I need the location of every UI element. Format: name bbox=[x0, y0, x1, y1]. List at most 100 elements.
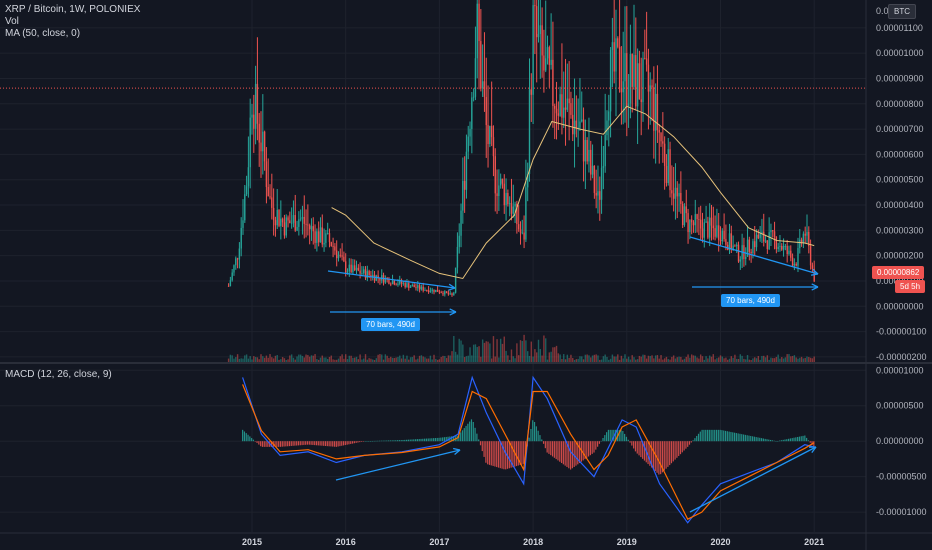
macd-histogram-bar bbox=[425, 438, 428, 442]
macd-histogram-bar bbox=[779, 440, 781, 442]
candle-body bbox=[395, 284, 397, 286]
volume-bar bbox=[260, 354, 262, 362]
macd-histogram-bar bbox=[510, 441, 512, 468]
macd-histogram-bar bbox=[460, 432, 462, 442]
macd-histogram-bar bbox=[569, 441, 572, 470]
price-axis-label: 0.00001100 bbox=[876, 23, 923, 33]
macd-histogram-bar bbox=[440, 437, 442, 442]
candle-body bbox=[683, 206, 686, 226]
annotation-label-right[interactable]: 70 bars, 490d bbox=[721, 294, 780, 307]
volume-legend[interactable]: Vol bbox=[5, 16, 19, 27]
volume-bar bbox=[618, 359, 621, 362]
volume-bar bbox=[390, 356, 392, 362]
volume-bar bbox=[438, 359, 441, 362]
volume-bar bbox=[672, 355, 675, 362]
volume-bar bbox=[508, 359, 511, 362]
volume-bar bbox=[249, 356, 251, 362]
candle-body bbox=[323, 242, 325, 245]
macd-histogram-bar bbox=[607, 429, 610, 442]
candle-body bbox=[501, 178, 504, 184]
candle-body bbox=[748, 239, 751, 252]
macd-histogram-bar bbox=[487, 441, 489, 465]
trend-arrow-macd-left bbox=[335, 449, 461, 481]
macd-legend[interactable]: MACD (12, 26, close, 9) bbox=[5, 369, 112, 380]
macd-histogram-bar bbox=[317, 441, 319, 446]
candle-body bbox=[346, 271, 349, 273]
macd-histogram-bar bbox=[586, 441, 588, 458]
candle-body bbox=[364, 269, 367, 279]
currency-badge[interactable]: BTC bbox=[888, 4, 916, 19]
volume-bar bbox=[478, 346, 480, 362]
candle-body bbox=[229, 280, 232, 287]
macd-histogram-bar bbox=[243, 431, 246, 442]
macd-histogram-bar bbox=[573, 441, 575, 467]
candle-body bbox=[564, 107, 567, 110]
volume-bar bbox=[651, 355, 653, 362]
range-arrow-right-head bbox=[811, 283, 819, 291]
price-axis-label: 0.00000000 bbox=[876, 301, 924, 311]
candle-body bbox=[463, 180, 466, 190]
macd-histogram-bar bbox=[499, 441, 501, 469]
candle-body bbox=[285, 217, 287, 236]
candle-body bbox=[366, 271, 369, 279]
macd-histogram-bar bbox=[777, 440, 779, 442]
candle-body bbox=[516, 203, 518, 225]
candle-body bbox=[532, 5, 534, 95]
macd-histogram-bar bbox=[584, 441, 586, 460]
macd-histogram-bar bbox=[524, 441, 527, 456]
macd-histogram-bar bbox=[362, 441, 364, 442]
candle-body bbox=[552, 59, 554, 106]
symbol-legend[interactable]: XRP / Bitcoin, 1W, POLONIEX bbox=[5, 4, 141, 15]
macd-histogram-bar bbox=[733, 432, 736, 442]
time-axis-label: 2019 bbox=[617, 537, 637, 547]
macd-histogram-bar bbox=[256, 441, 258, 443]
macd-histogram-bar bbox=[438, 437, 440, 442]
macd-histogram-bar bbox=[452, 436, 455, 442]
volume-bar bbox=[352, 357, 354, 362]
volume-bar bbox=[595, 354, 597, 362]
volume-bar bbox=[633, 357, 635, 362]
macd-histogram-bar bbox=[660, 441, 662, 475]
macd-histogram-bar bbox=[342, 441, 345, 446]
volume-bar bbox=[671, 356, 673, 362]
macd-histogram-bar bbox=[290, 441, 292, 446]
volume-bar bbox=[377, 354, 379, 362]
volume-bar bbox=[552, 347, 554, 362]
macd-histogram-bar bbox=[413, 439, 415, 442]
macd-histogram-bar bbox=[631, 441, 633, 446]
volume-bar bbox=[382, 359, 385, 362]
candle-body bbox=[645, 58, 648, 65]
macd-histogram-bar bbox=[625, 436, 628, 442]
candle-body bbox=[660, 132, 662, 142]
volume-bar bbox=[244, 355, 246, 362]
candle-body bbox=[267, 186, 269, 197]
macd-histogram-bar bbox=[642, 441, 644, 459]
volume-bar bbox=[694, 355, 696, 362]
macd-histogram-bar bbox=[348, 441, 350, 445]
volume-bar bbox=[406, 355, 408, 362]
macd-histogram-bar bbox=[667, 441, 669, 467]
macd-histogram-bar bbox=[474, 427, 476, 442]
macd-histogram-bar bbox=[287, 441, 289, 447]
macd-histogram-bar bbox=[697, 433, 700, 442]
price-axis-label: 0.00000200 bbox=[876, 251, 924, 261]
macd-histogram-bar bbox=[366, 441, 368, 442]
volume-bar bbox=[773, 358, 776, 362]
annotation-label-left[interactable]: 70 bars, 490d bbox=[361, 318, 420, 331]
macd-histogram-bar bbox=[647, 441, 649, 465]
volume-bar bbox=[521, 340, 523, 362]
macd-histogram-bar bbox=[359, 441, 361, 443]
macd-histogram-bar bbox=[406, 439, 408, 442]
volume-bar bbox=[736, 358, 738, 362]
candle-body bbox=[433, 289, 435, 293]
candle-body bbox=[638, 63, 641, 100]
volume-bar bbox=[525, 340, 527, 362]
volume-bar bbox=[303, 357, 305, 362]
macd-histogram-bar bbox=[433, 438, 435, 442]
ma-legend[interactable]: MA (50, close, 0) bbox=[5, 28, 81, 39]
volume-bar bbox=[689, 357, 691, 362]
volume-bar bbox=[557, 353, 560, 362]
candle-body bbox=[379, 277, 381, 281]
candle-body bbox=[263, 131, 266, 162]
